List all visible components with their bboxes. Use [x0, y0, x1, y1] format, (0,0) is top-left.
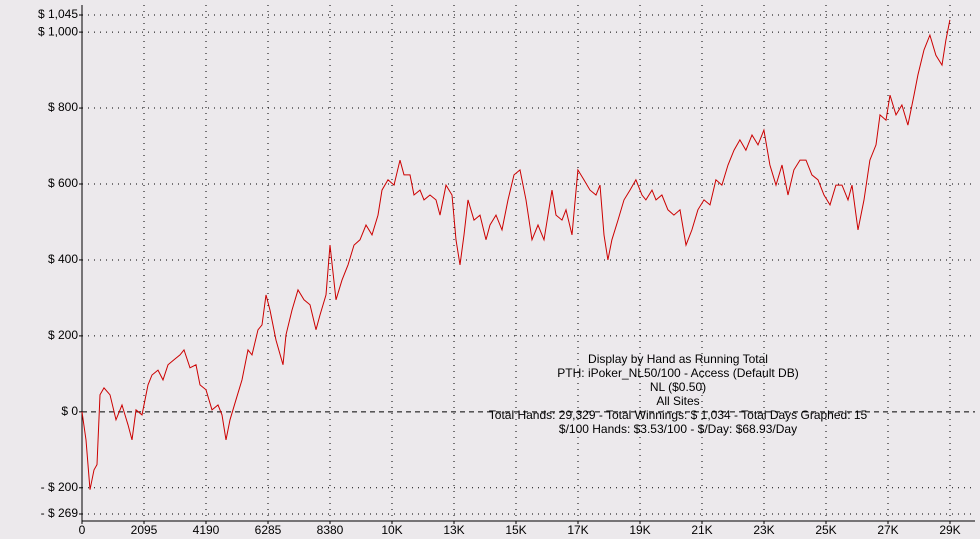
x-tick-label: 29K: [939, 523, 960, 537]
x-tick-label: 0: [79, 523, 86, 537]
x-tick-label: 13K: [443, 523, 464, 537]
y-tick-label: $ 200: [48, 328, 78, 342]
annotation: All Sites: [656, 394, 699, 408]
x-tick-label: 21K: [691, 523, 712, 537]
y-tick-label: $ 1,000: [38, 24, 78, 38]
annotation: Total Hands: 29,329 - Total Winnings: $ …: [489, 408, 868, 422]
x-tick-label: 23K: [753, 523, 774, 537]
x-tick-label: 8380: [317, 523, 344, 537]
x-tick-label: 19K: [629, 523, 650, 537]
x-tick-label: 17K: [567, 523, 588, 537]
annotation: $/100 Hands: $3.53/100 - $/Day: $68.93/D…: [559, 422, 797, 436]
annotation: Display by Hand as Running Total: [588, 352, 768, 366]
x-tick-label: 27K: [877, 523, 898, 537]
y-tick-label: $ 600: [48, 176, 78, 190]
y-tick-label: - $ 200: [41, 480, 79, 494]
y-tick-label: - $ 269: [41, 506, 79, 520]
x-tick-label: 4190: [193, 523, 220, 537]
x-tick-label: 2095: [131, 523, 158, 537]
x-tick-label: 10K: [381, 523, 402, 537]
x-tick-label: 25K: [815, 523, 836, 537]
line: [81, 19, 951, 490]
x-tick-label: 15K: [505, 523, 526, 537]
annotation: NL ($0.50): [650, 380, 706, 394]
y-tick-label: $ 400: [48, 252, 78, 266]
y-tick-label: $ 0: [61, 404, 78, 418]
y-tick-label: $ 1,045: [38, 7, 78, 21]
x-tick-label: 6285: [255, 523, 282, 537]
annotation: PTH: iPoker_NL50/100 - Access (Default D…: [557, 366, 798, 380]
y-tick-label: $ 800: [48, 100, 78, 114]
